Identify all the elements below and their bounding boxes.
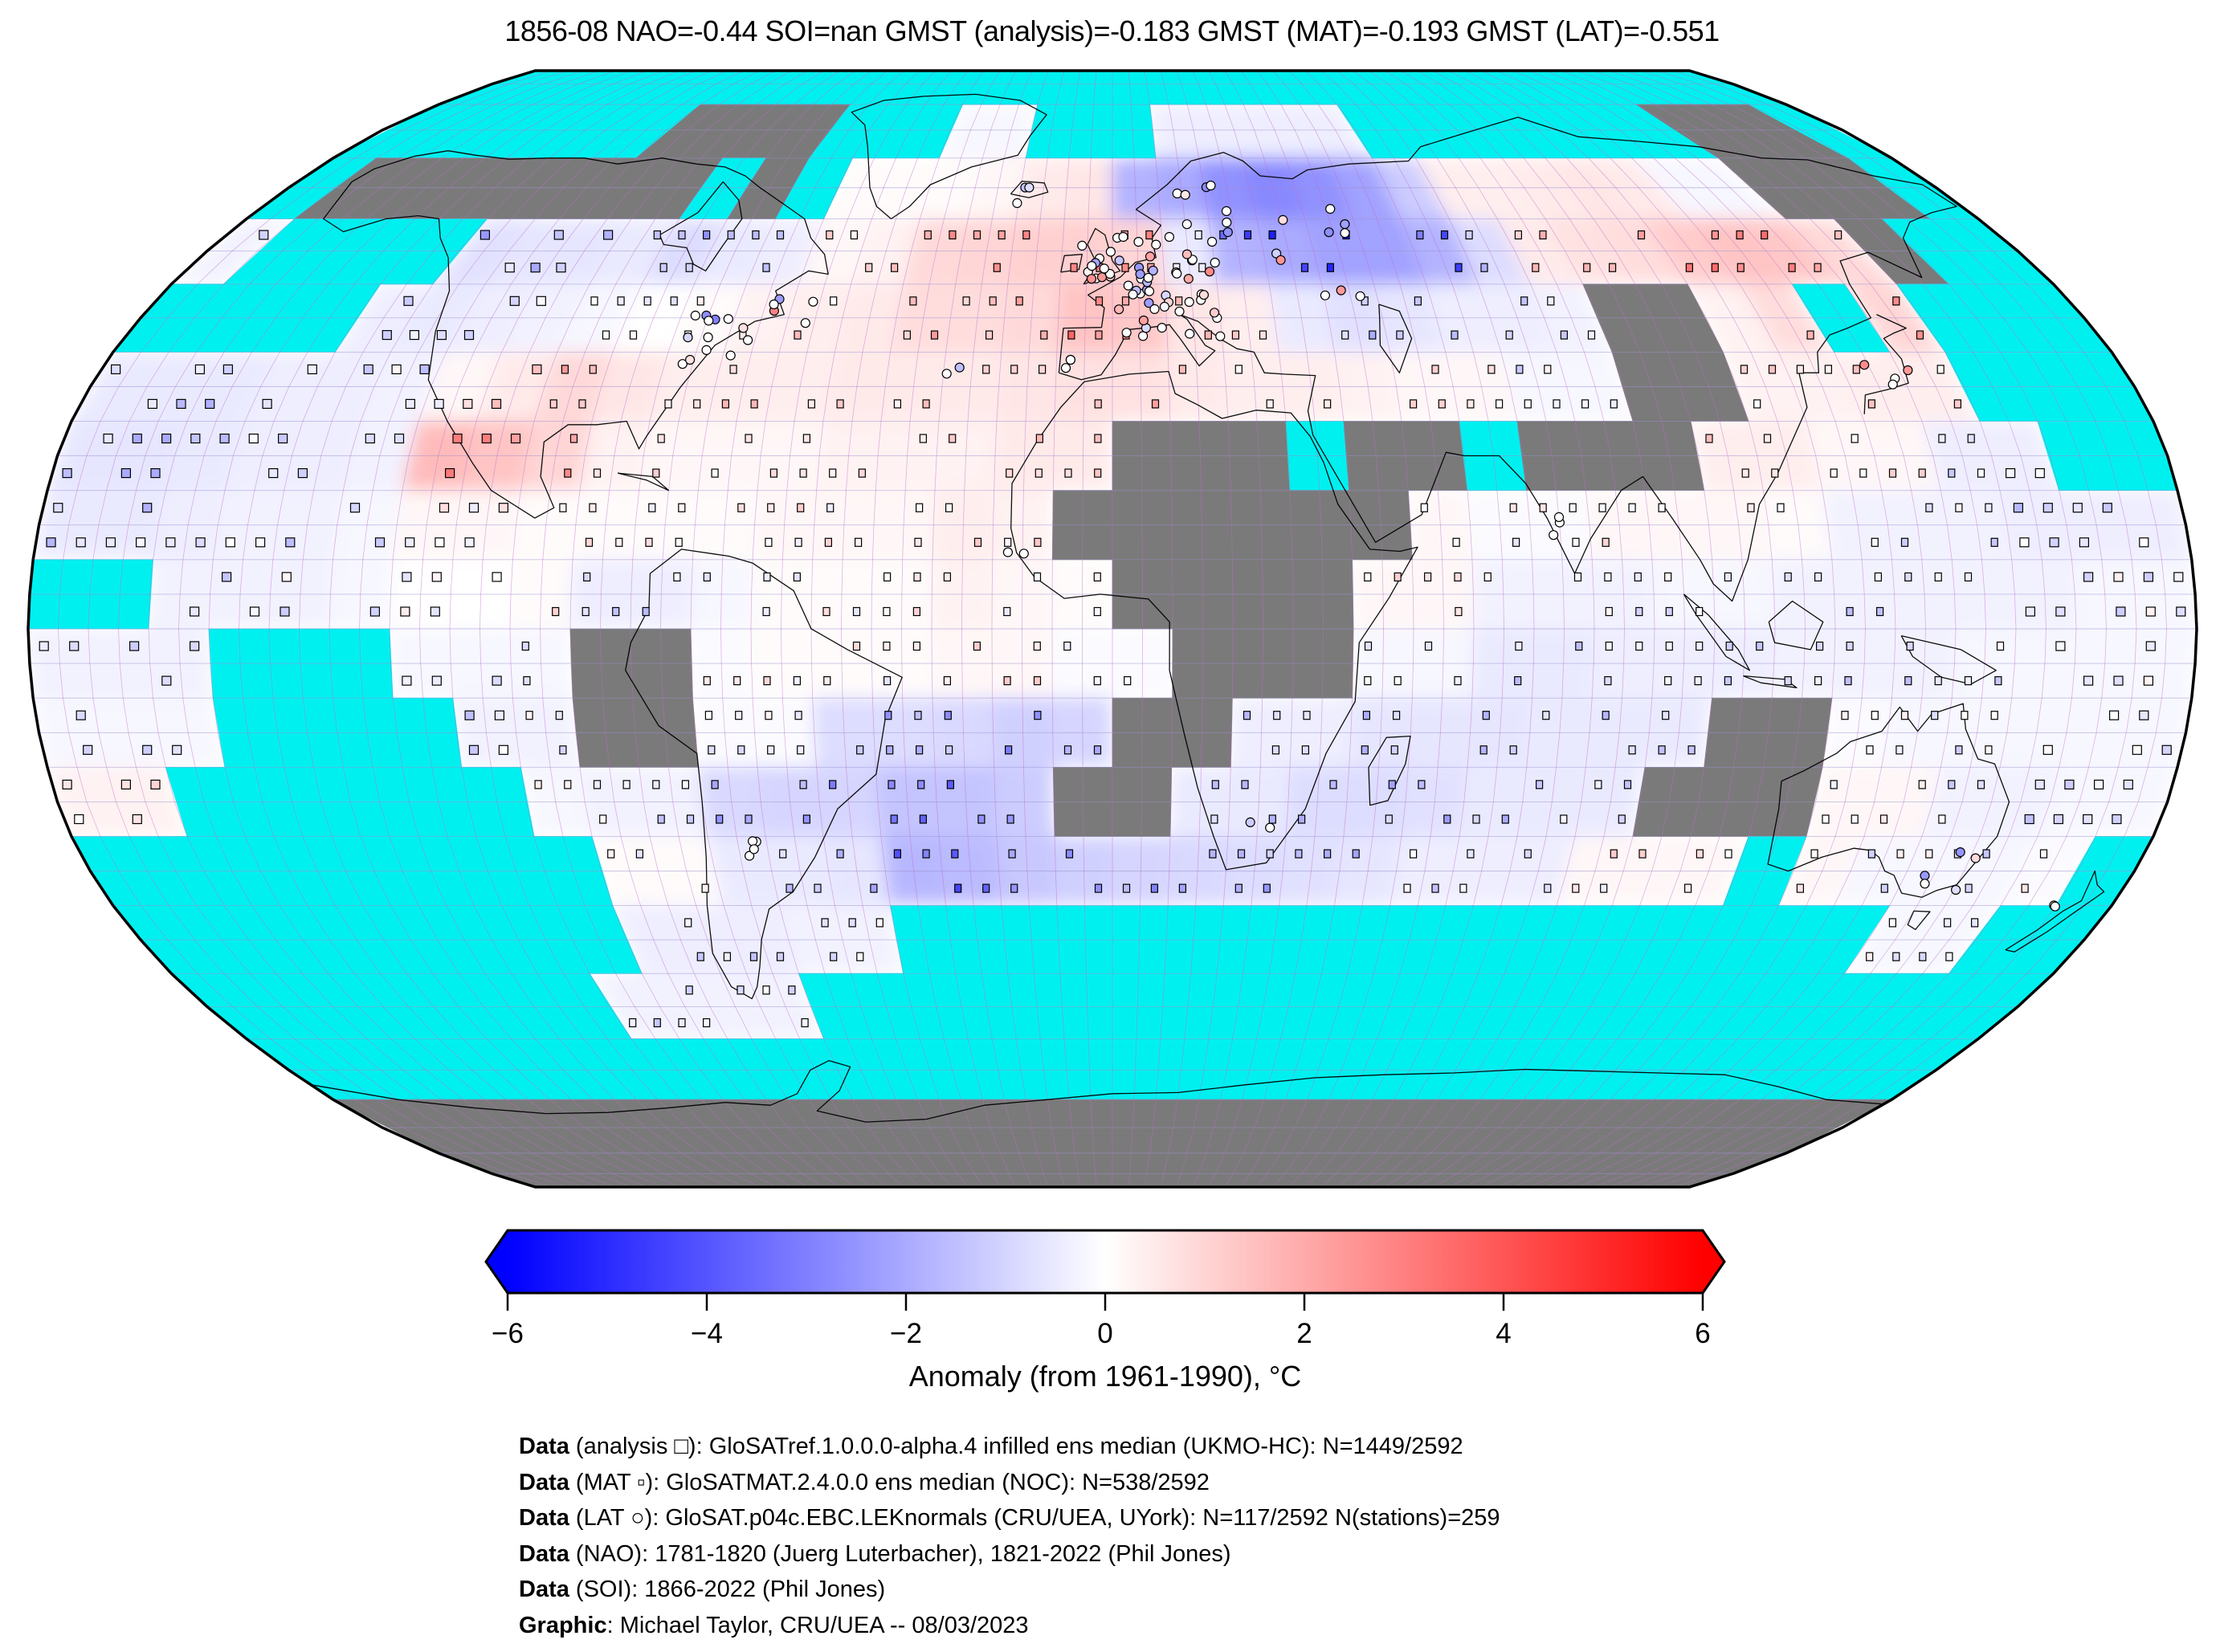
tick-label: 2 — [1296, 1318, 1312, 1349]
colorbar: −6 −4 −2 0 2 4 6 Anomaly (from 1961-1990… — [484, 1229, 1726, 1393]
tick-label: −2 — [890, 1318, 922, 1349]
credit-label: Data — [519, 1505, 569, 1531]
credit-text: (SOI): 1866-2022 (Phil Jones) — [569, 1577, 886, 1602]
tick-label: 4 — [1496, 1318, 1511, 1349]
credit-text: (analysis □): GloSATref.1.0.0.0-alpha.4 … — [569, 1434, 1463, 1459]
credit-label: Graphic — [519, 1612, 607, 1638]
credit-text: : Michael Taylor, CRU/UEA -- 08/03/2023 — [606, 1612, 1029, 1638]
credit-line-lat: Data (LAT ○): GloSAT.p04c.EBC.LEKnormals… — [519, 1500, 1500, 1536]
credit-label: Data — [519, 1469, 569, 1495]
credit-label: Data — [519, 1434, 569, 1459]
tick-label: −6 — [492, 1318, 524, 1349]
credit-text: (MAT ▫): GloSATMAT.2.4.0.0 ens median (N… — [569, 1469, 1210, 1495]
world-map — [27, 69, 2198, 1189]
credit-label: Data — [519, 1540, 569, 1567]
colorbar-tick-labels: −6 −4 −2 0 2 4 6 — [492, 1318, 1711, 1349]
credit-line-graphic: Graphic: Michael Taylor, CRU/UEA -- 08/0… — [519, 1608, 1500, 1644]
tick-label: 0 — [1097, 1318, 1112, 1349]
credit-label: Data — [519, 1577, 569, 1602]
credit-line-soi: Data (SOI): 1866-2022 (Phil Jones) — [519, 1572, 1500, 1608]
map-border — [27, 69, 2198, 1189]
graticule — [28, 71, 2197, 1187]
credit-text: (LAT ○): GloSAT.p04c.EBC.LEKnormals (CRU… — [569, 1505, 1500, 1531]
coastlines — [310, 93, 2105, 1123]
credit-line-nao: Data (NAO): 1781-1820 (Juerg Luterbacher… — [519, 1536, 1500, 1572]
map-clipped-content — [28, 71, 2197, 1187]
colorbar-gradient-bar — [484, 1229, 1726, 1295]
figure-title: 1856-08 NAO=-0.44 SOI=nan GMST (analysis… — [504, 14, 1720, 47]
credit-line-mat: Data (MAT ▫): GloSATMAT.2.4.0.0 ens medi… — [519, 1465, 1500, 1501]
credits-block: Data (analysis □): GloSATref.1.0.0.0-alp… — [519, 1429, 1500, 1643]
tick-label: 6 — [1695, 1318, 1710, 1349]
credit-line-analysis: Data (analysis □): GloSATref.1.0.0.0-alp… — [519, 1429, 1500, 1465]
colorbar-axis-label: Anomaly (from 1961-1990), °C — [909, 1360, 1302, 1393]
station-circle-markers — [677, 180, 2060, 912]
tick-label: −4 — [691, 1318, 723, 1349]
credit-text: (NAO): 1781-1820 (Juerg Luterbacher), 18… — [569, 1540, 1231, 1567]
colorbar-ticks — [506, 1293, 1704, 1311]
mat-analysis-markers — [39, 230, 2186, 1028]
